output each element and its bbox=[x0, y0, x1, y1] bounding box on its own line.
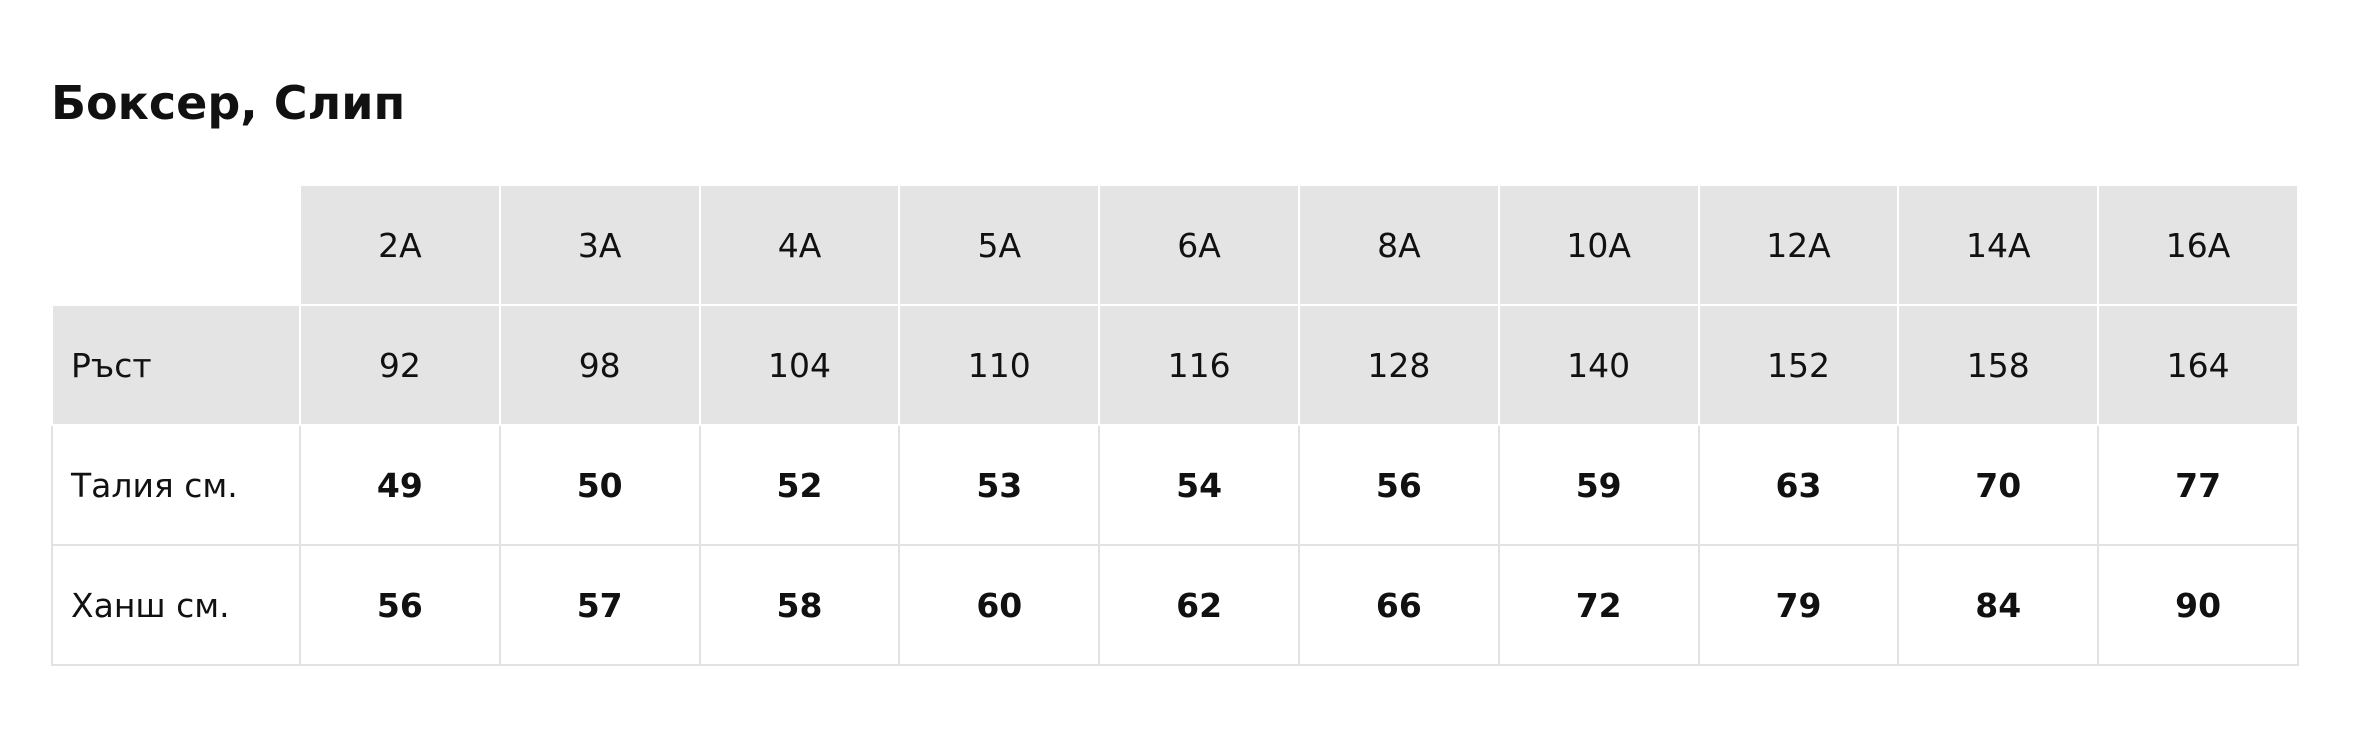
cell-value: 152 bbox=[1697, 304, 1900, 426]
cell-value: 164 bbox=[2097, 304, 2299, 426]
cell-value: 140 bbox=[1497, 304, 1700, 426]
size-header: 14A bbox=[1897, 184, 2100, 306]
size-header: 8A bbox=[1297, 184, 1500, 306]
cell-value: 60 bbox=[898, 544, 1101, 666]
cell-value: 158 bbox=[1897, 304, 2100, 426]
cell-value: 59 bbox=[1497, 424, 1700, 546]
row-label: Ръст bbox=[51, 304, 301, 426]
cell-value: 79 bbox=[1697, 544, 1900, 666]
size-header: 3A bbox=[498, 184, 701, 306]
data-row: Талия см. 49 50 52 53 54 56 59 63 70 77 bbox=[51, 424, 2299, 546]
header-row: 2A 3A 4A 5A 6A 8A 10A 12A 14A 16A bbox=[51, 184, 2299, 306]
cell-value: 98 bbox=[498, 304, 701, 426]
corner-cell bbox=[51, 184, 301, 306]
cell-value: 56 bbox=[1297, 424, 1500, 546]
cell-value: 54 bbox=[1098, 424, 1300, 546]
cell-value: 70 bbox=[1897, 424, 2100, 546]
cell-value: 90 bbox=[2097, 544, 2299, 666]
size-header: 16A bbox=[2097, 184, 2299, 306]
cell-value: 49 bbox=[299, 424, 501, 546]
cell-value: 58 bbox=[698, 544, 901, 666]
data-row: Ханш см. 56 57 58 60 62 66 72 79 84 90 bbox=[51, 544, 2299, 666]
cell-value: 104 bbox=[698, 304, 901, 426]
size-header: 12A bbox=[1697, 184, 1900, 306]
size-table: 2A 3A 4A 5A 6A 8A 10A 12A 14A 16A Ръст 92 98 104 110 11… bbox=[51, 184, 2299, 666]
cell-value: 62 bbox=[1098, 544, 1300, 666]
cell-value: 52 bbox=[698, 424, 901, 546]
cell-value: 53 bbox=[898, 424, 1101, 546]
cell-value: 116 bbox=[1098, 304, 1300, 426]
size-header: 10A bbox=[1497, 184, 1700, 306]
size-header: 2A bbox=[299, 184, 501, 306]
data-row: Ръст 92 98 104 110 116 128 140 152 158 164 bbox=[51, 304, 2299, 426]
title: Боксер, Слип bbox=[51, 76, 406, 130]
cell-value: 63 bbox=[1697, 424, 1900, 546]
cell-value: 66 bbox=[1297, 544, 1500, 666]
cell-value: 128 bbox=[1297, 304, 1500, 426]
size-header: 6A bbox=[1098, 184, 1300, 306]
cell-value: 77 bbox=[2097, 424, 2299, 546]
size-header: 5A bbox=[898, 184, 1101, 306]
cell-value: 57 bbox=[498, 544, 701, 666]
cell-value: 72 bbox=[1497, 544, 1700, 666]
cell-value: 50 bbox=[498, 424, 701, 546]
cell-value: 110 bbox=[898, 304, 1101, 426]
row-label: Талия см. bbox=[51, 424, 301, 546]
cell-value: 56 bbox=[299, 544, 501, 666]
cell-value: 92 bbox=[299, 304, 501, 426]
row-label: Ханш см. bbox=[51, 544, 301, 666]
cell-value: 84 bbox=[1897, 544, 2100, 666]
size-header: 4A bbox=[698, 184, 901, 306]
